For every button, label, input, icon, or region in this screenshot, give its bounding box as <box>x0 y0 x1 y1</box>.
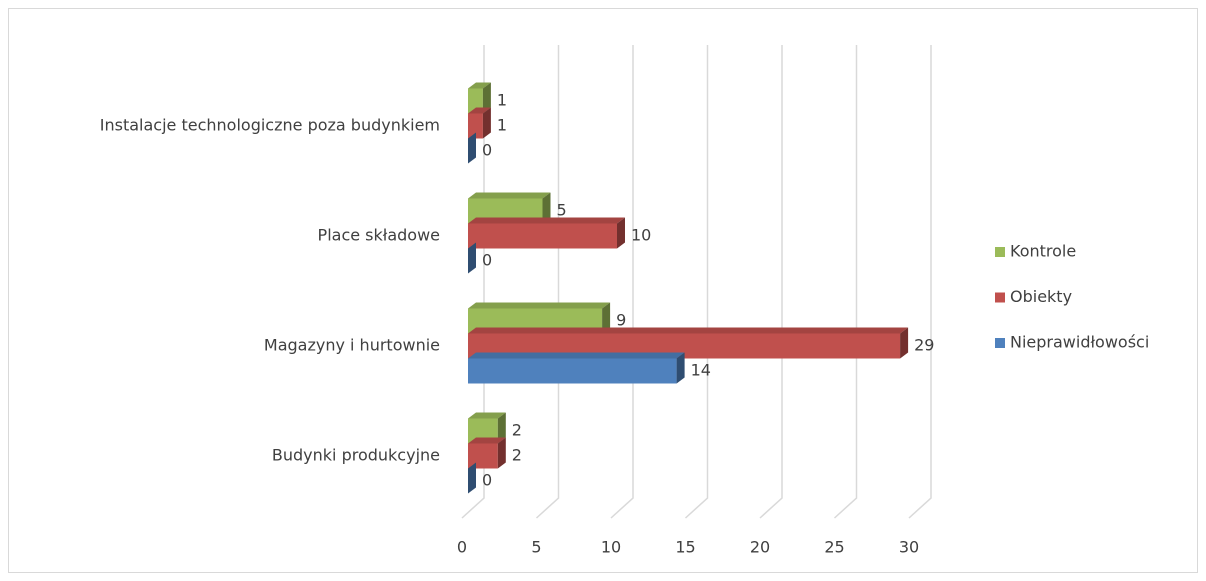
grid-line <box>535 45 560 519</box>
legend-label: Obiekty <box>1010 287 1072 306</box>
grid-line <box>908 45 932 519</box>
data-label: 1 <box>497 91 507 110</box>
bar-top <box>468 82 491 89</box>
data-label: 1 <box>497 116 507 135</box>
data-label: 29 <box>914 336 934 355</box>
legend-swatch <box>995 247 1005 257</box>
bar-top <box>468 412 506 419</box>
bar <box>468 113 483 139</box>
bar <box>468 358 677 384</box>
bar-top <box>468 437 506 444</box>
bar <box>468 88 483 114</box>
bar-side <box>497 412 506 444</box>
bar-side <box>900 327 909 359</box>
data-label: 9 <box>616 311 626 330</box>
bar-side <box>676 352 685 384</box>
legend-swatch <box>995 292 1005 303</box>
y-tick-label: Place składowe <box>318 226 440 245</box>
legend-label: Kontrole <box>1010 242 1076 261</box>
bar-top <box>468 302 611 309</box>
y-tick-label: Budynki produkcyjne <box>272 446 440 465</box>
grid-line <box>684 45 709 519</box>
data-label: 0 <box>482 251 492 270</box>
x-tick-label: 25 <box>824 538 844 557</box>
bar-side <box>468 242 476 274</box>
bar-top <box>468 107 491 114</box>
bar-side <box>602 302 611 334</box>
bar-side <box>468 132 476 164</box>
bar-side <box>482 107 491 139</box>
y-tick-label: Magazyny i hurtownie <box>264 336 440 355</box>
bar-top <box>468 217 625 224</box>
x-tick-label: 30 <box>899 538 919 557</box>
data-label: 14 <box>691 361 711 380</box>
bar-side <box>482 82 491 114</box>
grid-line <box>610 45 634 519</box>
chart-frame <box>8 8 1198 573</box>
bar-side <box>617 217 625 249</box>
bar-top <box>468 327 909 334</box>
data-label: 10 <box>631 226 651 245</box>
grid-line <box>833 45 858 519</box>
x-tick-label: 20 <box>750 538 770 557</box>
data-label: 0 <box>482 471 492 490</box>
bar-side <box>468 462 476 494</box>
y-tick-label: Instalacje technologiczne poza budynkiem <box>100 116 440 135</box>
x-tick-label: 15 <box>675 538 695 557</box>
bar-top <box>468 352 685 359</box>
legend-swatch <box>995 338 1005 348</box>
bar <box>468 443 498 469</box>
grid-line <box>759 45 783 519</box>
bar <box>468 223 617 249</box>
data-label: 2 <box>512 421 522 440</box>
data-label: 2 <box>512 446 522 465</box>
legend-label: Nieprawidłowości <box>1010 333 1149 352</box>
data-label: 0 <box>482 141 492 160</box>
bar-side <box>497 437 506 469</box>
bar-top <box>468 192 551 199</box>
x-tick-label: 10 <box>601 538 621 557</box>
data-label: 5 <box>557 201 567 220</box>
bar-side <box>542 192 551 224</box>
x-tick-label: 0 <box>457 538 467 557</box>
x-tick-label: 5 <box>531 538 541 557</box>
